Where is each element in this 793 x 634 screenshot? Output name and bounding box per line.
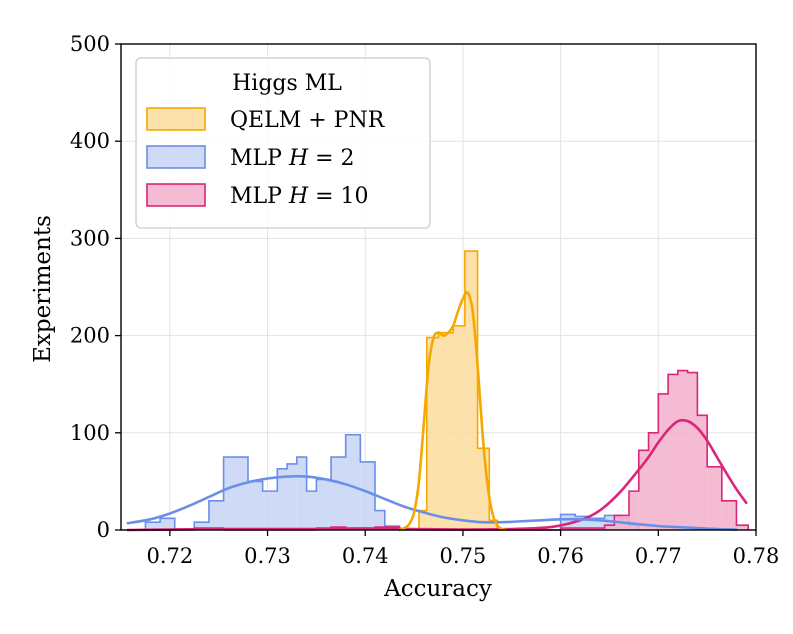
- kde-curves: [126, 291, 748, 532]
- y-tick-label-0: 0: [97, 518, 110, 542]
- legend-label-2-main: MLP: [230, 184, 289, 209]
- y-tick-label-5: 500: [70, 32, 110, 56]
- series-1-bars: [144, 433, 640, 531]
- series-1-bar-7: [262, 491, 278, 530]
- series-1-bar-23: [589, 518, 605, 530]
- x-tick-label-5: 0.77: [635, 544, 682, 568]
- series-0-bar-3: [453, 325, 465, 530]
- legend-label-0-main: QELM + PNR: [230, 108, 386, 133]
- series-1-bar-6: [248, 481, 263, 530]
- legend-label-2-variable: H: [288, 184, 309, 209]
- axes: 0.72 0.73 0.74 0.75 0.76 0.77 0.78 0 100 200 300 40…: [70, 32, 779, 568]
- x-tick-label-0: 0.72: [146, 544, 193, 568]
- series-1-bar-15: [360, 461, 375, 530]
- legend-swatch-0: [146, 107, 206, 131]
- x-axis-label: Accuracy: [383, 576, 492, 602]
- legend-frame: [135, 57, 431, 229]
- series-2-bar-18: [668, 374, 678, 530]
- series-1-bar-16: [375, 510, 385, 530]
- series-1-bar-9: [287, 463, 297, 530]
- legend-label-1: MLP H = 2: [230, 146, 355, 171]
- series-1-bar-11: [306, 491, 317, 530]
- series-2-bars: [145, 369, 749, 531]
- series-1-bar-12: [316, 479, 332, 530]
- series-1-bar-4: [208, 500, 224, 530]
- series-2-bar-17: [658, 393, 669, 530]
- series-2-bar-24: [736, 525, 749, 530]
- series-1-bar-8: [277, 468, 288, 530]
- legend-label-1-rest: = 2: [308, 146, 354, 171]
- series-2-bar-23: [721, 500, 737, 530]
- y-tick-label-3: 300: [70, 226, 110, 250]
- series-1-bar-3: [194, 522, 209, 530]
- y-tick-label-4: 400: [70, 129, 110, 153]
- series-1-kde-line: [126, 474, 738, 531]
- series-2-bar-11: [560, 528, 605, 530]
- series-1-bar-10: [296, 457, 307, 530]
- legend-swatch-2: [146, 183, 206, 207]
- series-0-bar-1: [426, 337, 439, 530]
- series-2-bar-12: [604, 525, 615, 530]
- series-2-bar-22: [707, 466, 722, 530]
- y-tick-label-2: 200: [70, 324, 110, 348]
- series-0-bars: [418, 250, 498, 530]
- series-0-outline: [418, 250, 498, 530]
- series-0-bar-2: [438, 332, 454, 530]
- series-2-kde-line: [126, 418, 748, 532]
- x-tick-label-3: 0.75: [440, 544, 487, 568]
- series-0-bar-5: [477, 448, 490, 530]
- series-1-bar-5: [223, 457, 248, 530]
- legend-label-1-variable: H: [288, 146, 309, 171]
- series-1-bar-0: [145, 522, 161, 530]
- series-1-bar-13: [331, 457, 346, 530]
- plot-frame: [120, 43, 757, 531]
- y-axis-label: Experiments: [30, 215, 56, 363]
- series-1-bar-14: [345, 434, 361, 530]
- legend-label-2: MLP H = 10: [230, 184, 369, 209]
- series-2-bar-16: [648, 432, 659, 530]
- series-2-bar-14: [629, 491, 639, 530]
- x-tick-label-2: 0.74: [342, 544, 389, 568]
- x-tick-label-6: 0.78: [733, 544, 780, 568]
- series-0-bar-0: [418, 510, 427, 530]
- legend-label-1-main: MLP: [230, 146, 289, 171]
- x-tick-label-4: 0.76: [537, 544, 584, 568]
- series-1-bar-1: [160, 518, 175, 530]
- series-2-bar-20: [687, 372, 698, 530]
- series-2-bar-21: [697, 415, 708, 530]
- series-2-bar-15: [638, 450, 649, 530]
- legend-label-2-rest: = 10: [308, 184, 368, 209]
- y-tick-label-1: 100: [70, 421, 110, 445]
- legend-title: Higgs ML: [232, 71, 342, 96]
- series-0-bar-6: [489, 520, 498, 530]
- histogram-bars: [144, 250, 749, 531]
- legend-swatch-1: [146, 145, 206, 169]
- series-0-kde-line: [398, 291, 509, 532]
- legend-label-0: QELM + PNR: [230, 108, 386, 133]
- series-2-bar-19: [677, 370, 688, 530]
- x-tick-label-1: 0.73: [244, 544, 291, 568]
